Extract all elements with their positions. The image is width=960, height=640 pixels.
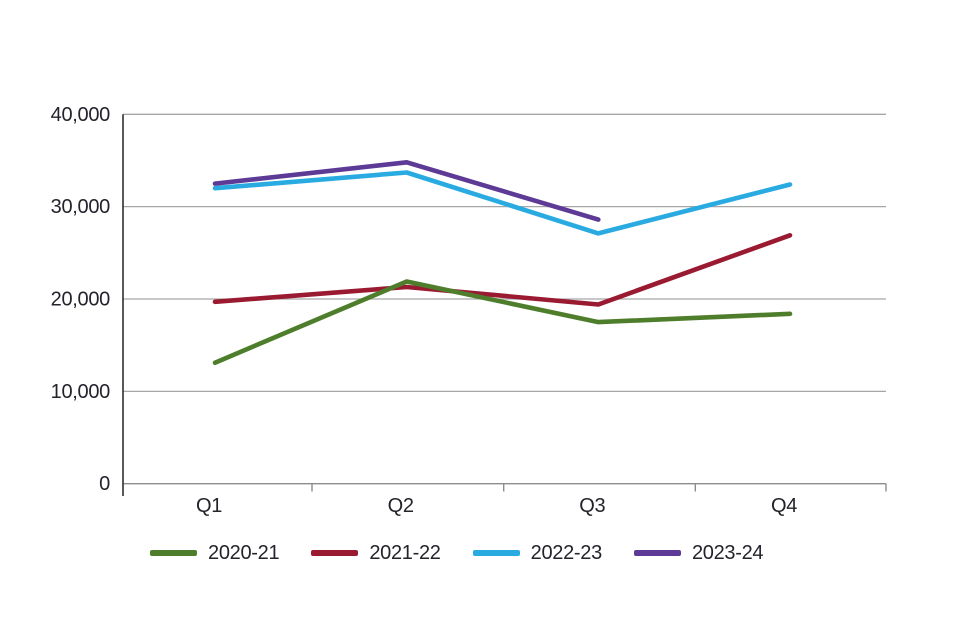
series-line-2023-24 [212, 160, 601, 222]
legend-swatch-icon [311, 550, 359, 556]
legend-item-2023-24: 2023-24 [633, 542, 764, 564]
series-line-2022-23 [212, 170, 793, 236]
y-axis-tick-label: 30,000 [51, 196, 111, 218]
x-axis-category-label: Q2 [388, 495, 414, 517]
chart-legend: 2020-21 2021-22 2022-23 2023-24 [150, 542, 764, 564]
y-axis-tick-label: 0 [99, 473, 110, 495]
legend-label: 2020-21 [208, 542, 280, 564]
legend-label: 2023-24 [691, 542, 764, 564]
legend-label: 2021-22 [369, 542, 441, 564]
x-axis-category-label: Q1 [196, 495, 222, 517]
y-axis-tick-label: 20,000 [51, 289, 111, 311]
legend-item-2021-22: 2021-22 [311, 542, 441, 564]
y-axis-tick-label: 40,000 [51, 104, 111, 126]
series-line-2021-22 [212, 233, 793, 307]
x-axis-category-label: Q3 [579, 495, 605, 517]
legend-item-2022-23: 2022-23 [472, 542, 603, 564]
legend-swatch-icon [633, 550, 681, 556]
legend-item-2020-21: 2020-21 [150, 542, 280, 564]
legend-swatch-icon [150, 550, 197, 556]
legend-swatch-icon [472, 550, 520, 556]
legend-label: 2022-23 [530, 542, 603, 564]
x-axis-category-label: Q4 [771, 495, 797, 517]
series-line-2020-21 [212, 279, 793, 366]
y-axis-tick-label: 10,000 [51, 381, 111, 403]
